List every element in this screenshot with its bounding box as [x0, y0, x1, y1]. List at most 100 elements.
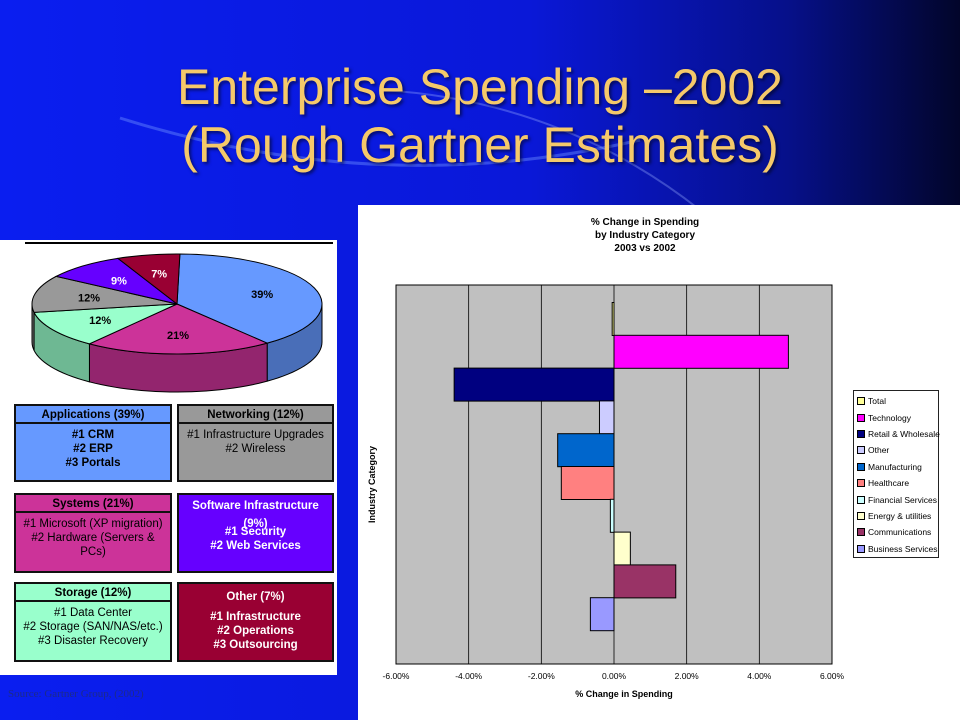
legend-label: Healthcare [868, 478, 910, 489]
applications-header: Applications (39%) [16, 406, 170, 424]
software-infrastructure-box: Software Infrastructure (9%) #1 Security… [177, 493, 334, 573]
bar [557, 433, 615, 468]
x-tick-label: -4.00% [455, 671, 482, 681]
legend-swatch [857, 479, 865, 488]
legend-item: Manufacturing [857, 459, 938, 475]
pie-slice-label: 9% [111, 275, 127, 287]
systems-box: Systems (21%) #1 Microsoft (XP migration… [14, 493, 172, 573]
bar-chart: -6.00% -4.00% -2.00% 0.00% 2.00% 4.00% 6.00% % … [367, 217, 845, 699]
legend-label: Communications [868, 527, 932, 538]
storage-body: #1 Data Center #2 Storage (SAN/NAS/etc.)… [16, 602, 170, 648]
x-axis-label: % Change in Spending [575, 689, 673, 699]
box-line: #3 Disaster Recovery [38, 635, 148, 647]
legend-swatch [857, 528, 865, 537]
legend-label: Financial Services [868, 494, 937, 505]
legend-swatch [857, 446, 865, 455]
legend-swatch [857, 397, 865, 406]
bar [453, 367, 615, 402]
legend-item: Technology [857, 409, 938, 425]
networking-header: Networking (12%) [179, 406, 332, 424]
systems-body: #1 Microsoft (XP migration) #2 Hardware … [16, 513, 170, 559]
box-line: #2 Operations [217, 625, 294, 637]
chart-title-line: % Change in Spending [591, 217, 699, 228]
legend-swatch [857, 495, 865, 504]
chart-title-line: by Industry Category [595, 230, 695, 241]
bar [598, 400, 615, 435]
legend-label: Energy & utilities [868, 510, 932, 521]
legend-swatch [857, 413, 865, 422]
pie-slice [176, 253, 323, 344]
bar [560, 466, 615, 500]
box-line: #1 Security [224, 526, 287, 538]
chart-title-line: 2003 vs 2002 [614, 243, 676, 254]
x-tick-label: 2.00% [675, 671, 700, 681]
title-line-1: Enterprise Spending –2002 [176, 59, 783, 115]
other-box: Other (7%) #1 Infrastructure #2 Operatio… [177, 582, 334, 662]
box-line: #1 Infrastructure Upgrades [187, 429, 324, 441]
networking-body: #1 Infrastructure Upgrades #2 Wireless [179, 424, 332, 456]
legend-item: Communications [857, 524, 938, 540]
systems-header: Systems (21%) [16, 495, 170, 513]
legend-item: Retail & Wholesale [857, 426, 940, 442]
storage-header: Storage (12%) [16, 584, 170, 602]
box-line: #2 Hardware (Servers & [31, 532, 155, 544]
legend-label: Business Services [868, 543, 938, 554]
y-axis-label: Industry Category [367, 446, 377, 523]
x-tick-label: -6.00% [383, 671, 410, 681]
legend-label: Retail & Wholesale [868, 428, 940, 439]
legend-label: Technology [868, 412, 912, 423]
other-body: #1 Infrastructure #2 Operations #3 Outso… [179, 602, 332, 652]
pie-slice [33, 303, 178, 345]
bar [613, 564, 677, 599]
networking-box: Networking (12%) #1 Infrastructure Upgra… [177, 404, 334, 482]
pie-slice [54, 257, 178, 305]
bar [613, 334, 789, 369]
box-line: #1 CRM [71, 429, 115, 441]
x-tick-label: -2.00% [528, 671, 555, 681]
box-line: #1 Microsoft (XP migration) [23, 518, 163, 530]
spending-change-chart-panel: -6.00% -4.00% -2.00% 0.00% 2.00% 4.00% 6.00% % … [358, 205, 960, 720]
legend-swatch [857, 429, 865, 438]
pie-slice-label: 21% [167, 330, 189, 342]
storage-box: Storage (12%) #1 Data Center #2 Storage … [14, 582, 172, 662]
box-line: #1 Data Center [54, 607, 132, 619]
spending-breakdown-panel: 39% 21% 12% 12% 9% 7% Applications (39%) #1 C… [0, 240, 337, 675]
pie-slice [87, 303, 269, 355]
legend-swatch [857, 462, 865, 471]
box-line: #1 Infrastructure [210, 611, 301, 623]
legend-item: Healthcare [857, 475, 938, 491]
applications-box: Applications (39%) #1 CRM #2 ERP #3 Port… [14, 404, 172, 482]
source-note: Source: Gartner Group, (2002) [8, 688, 144, 700]
pie-slice-label: 39% [251, 289, 273, 301]
legend-label: Other [868, 445, 890, 456]
legend-item: Business Services [857, 541, 938, 557]
bar [609, 498, 615, 533]
legend-label: Total [868, 396, 886, 407]
title-line-2: (Rough Gartner Estimates) [181, 117, 779, 173]
box-line: #3 Outsourcing [213, 639, 298, 651]
other-header: Other (7%) [226, 591, 285, 603]
applications-body: #1 CRM #2 ERP #3 Portals [16, 424, 170, 470]
pie-slice-label: 7% [151, 269, 167, 281]
software-infrastructure-body: #1 Security #2 Web Services [179, 513, 332, 553]
box-line: #3 Portals [65, 457, 121, 469]
legend-swatch [857, 544, 865, 553]
x-tick-label: 4.00% [747, 671, 772, 681]
slide-title: Enterprise Spending –2002 (Rough Gartner… [0, 58, 960, 174]
chart-legend: Total Technology Retail & Wholesale Other Ma… [853, 390, 940, 558]
software-infrastructure-header: Software Infrastructure (9%) [192, 500, 319, 530]
legend-swatch [857, 511, 865, 520]
pie-slice [116, 253, 181, 305]
x-tick-label: 6.00% [820, 671, 845, 681]
box-line: #2 Storage (SAN/NAS/etc.) [23, 621, 163, 633]
bar [611, 302, 615, 336]
legend-item: Financial Services [857, 491, 938, 507]
legend-item: Total [857, 393, 938, 409]
x-tick-label: 0.00% [602, 671, 627, 681]
pie-slice-label: 12% [89, 315, 111, 327]
legend-label: Manufacturing [868, 461, 922, 472]
bar [613, 531, 631, 566]
box-line: #2 Web Services [210, 540, 301, 552]
pie-slice [31, 275, 178, 313]
bar [589, 597, 615, 632]
